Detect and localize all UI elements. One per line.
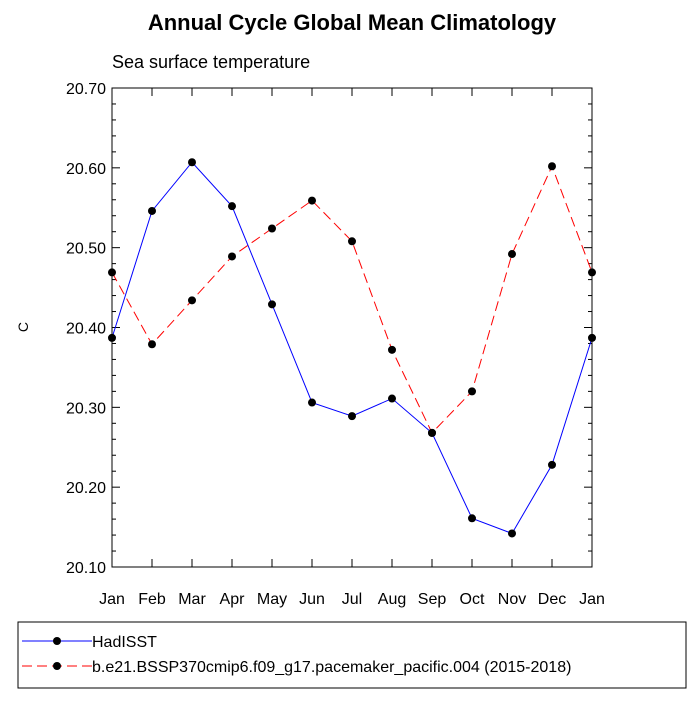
x-tick-label: Jun xyxy=(299,591,325,608)
x-tick-label: Aug xyxy=(378,591,406,608)
series-line-1 xyxy=(111,164,593,434)
y-tick-label: 20.70 xyxy=(66,81,106,98)
legend-label-0: HadISST xyxy=(92,634,157,651)
series-1-point xyxy=(188,296,196,305)
y-tick-label: 20.10 xyxy=(66,560,106,577)
y-tick-label: 20.30 xyxy=(66,400,106,417)
series-0-point xyxy=(468,514,476,523)
series-0-point xyxy=(548,460,556,469)
chart-title: Annual Cycle Global Mean Climatology xyxy=(148,10,557,35)
series-line-0 xyxy=(111,161,593,535)
series-0-point xyxy=(508,529,516,538)
legend-marker-1 xyxy=(53,662,61,670)
series-1-point xyxy=(388,345,396,354)
series-0-point xyxy=(308,398,316,407)
x-tick-label: May xyxy=(257,591,287,608)
series-1-point xyxy=(348,237,356,246)
series-0-point xyxy=(588,333,596,342)
legend-marker-0 xyxy=(53,637,61,645)
x-tick-label: Jan xyxy=(579,591,605,608)
series-1-point xyxy=(228,252,236,261)
x-tick-label: Oct xyxy=(460,591,485,608)
x-tick-label: Sep xyxy=(418,591,447,608)
series-0-point xyxy=(228,202,236,211)
series-1-point xyxy=(508,250,516,259)
x-tick-label: Nov xyxy=(498,591,526,608)
series-1-point xyxy=(548,162,556,171)
series-1-point xyxy=(308,196,316,205)
series-0-point xyxy=(148,206,156,215)
x-tick-label: Dec xyxy=(538,591,566,608)
series-0-point xyxy=(348,412,356,421)
series-0-point xyxy=(428,428,436,437)
x-tick-label: Apr xyxy=(220,591,246,608)
x-tick-label: Jan xyxy=(99,591,125,608)
series-0-point xyxy=(268,300,276,309)
chart-subtitle: Sea surface temperature xyxy=(112,52,310,72)
plot-frame xyxy=(111,87,593,568)
legend-label-1: b.e21.BSSP370cmip6.f09_g17.pacemaker_pac… xyxy=(92,659,571,676)
series-0-point xyxy=(388,394,396,403)
x-tick-label: Mar xyxy=(178,591,206,608)
series-0-point xyxy=(108,333,116,342)
series-1-point xyxy=(588,268,596,277)
plot-area: 20.10 20.20 20.30 20.40 20.50 20.60 20.70 Jan Fe… xyxy=(66,81,605,608)
legend: HadISST b.e21.BSSP370cmip6.f09_g17.pacema… xyxy=(22,634,571,676)
series-1-point xyxy=(108,268,116,277)
series-0-point xyxy=(188,158,196,167)
x-tick-label: Feb xyxy=(138,591,166,608)
series-1-point xyxy=(268,224,276,233)
x-tick-label: Jul xyxy=(342,591,362,608)
legend-box xyxy=(17,621,687,689)
y-axis-label: C xyxy=(15,322,31,332)
y-tick-label: 20.50 xyxy=(66,241,106,258)
series-1-point xyxy=(148,340,156,349)
series-1-point xyxy=(468,387,476,396)
y-tick-label: 20.40 xyxy=(66,321,106,338)
y-tick-label: 20.20 xyxy=(66,480,106,497)
y-tick-label: 20.60 xyxy=(66,161,106,178)
